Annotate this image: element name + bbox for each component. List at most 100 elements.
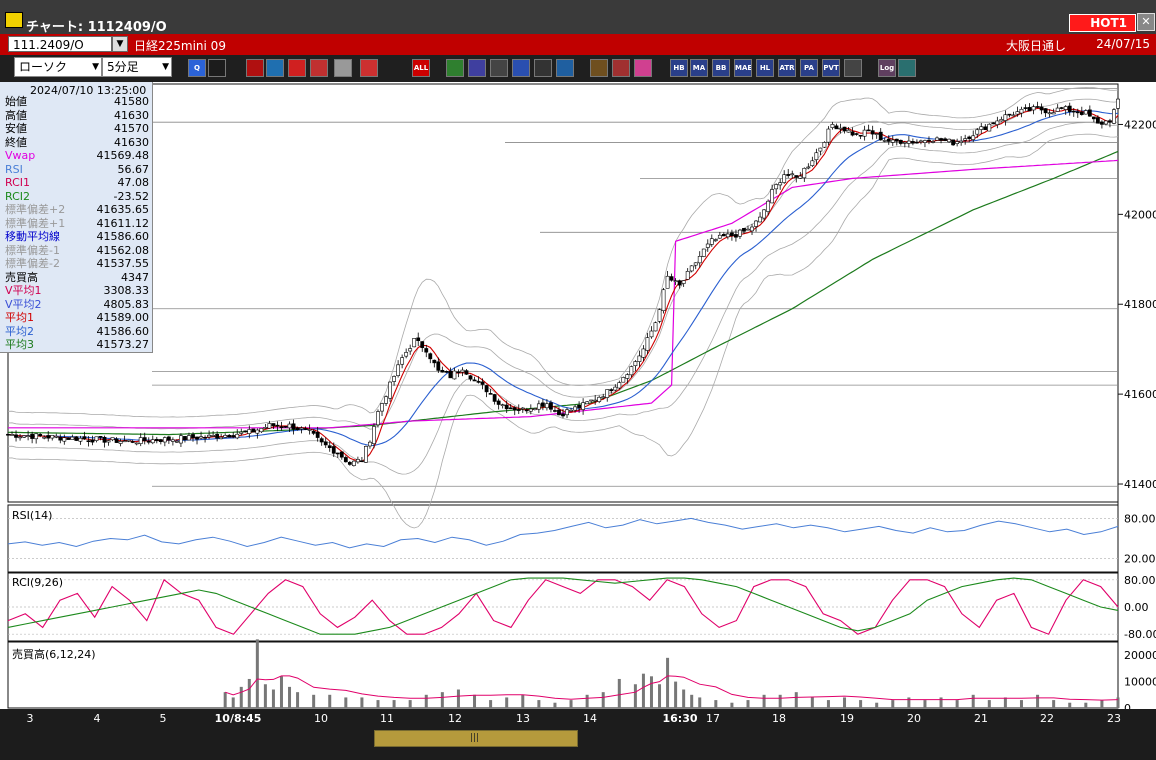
info-row-label: RCI2: [5, 189, 31, 203]
toolbar-button-5[interactable]: [288, 59, 306, 77]
candle-body: [416, 337, 421, 341]
candle-body: [609, 389, 614, 392]
candle-body: [251, 428, 256, 433]
toolbar-button-10[interactable]: [446, 59, 464, 77]
candle-body: [641, 348, 646, 358]
candle-body: [854, 133, 859, 135]
volume-bar: [1003, 697, 1007, 708]
candle-body: [766, 200, 771, 212]
candle-body: [681, 280, 686, 284]
time-scrollbar[interactable]: [0, 728, 1156, 760]
info-row-label: 標準偏差+2: [5, 203, 66, 216]
info-row-label: 標準偏差-1: [5, 243, 60, 257]
candle-body: [42, 436, 47, 439]
volume-bar: [440, 692, 444, 708]
candle-body: [677, 280, 682, 286]
toolbar-button-28[interactable]: Log: [878, 59, 896, 77]
candle-body: [999, 119, 1004, 122]
time-axis-label: 20: [907, 712, 921, 725]
candle-body: [420, 341, 425, 348]
toolbar-button-26[interactable]: PVT: [822, 59, 840, 77]
candle-body: [738, 229, 742, 237]
price-tick-label: 42000: [1124, 208, 1156, 221]
rci-panel-label: RCI(9,26): [12, 576, 64, 589]
toolbar-button-1[interactable]: Q: [188, 59, 206, 77]
toolbar-button-17[interactable]: [612, 59, 630, 77]
toolbar-button-21[interactable]: BB: [712, 59, 730, 77]
grip-icon[interactable]: |||: [470, 733, 480, 743]
toolbar-button-29[interactable]: [898, 59, 916, 77]
toolbar-button-25[interactable]: PA RA: [800, 59, 818, 77]
candle-body: [372, 426, 376, 444]
price-tick-label: 42200: [1124, 118, 1156, 131]
toolbar-button-3[interactable]: [246, 59, 264, 77]
info-row-value: 4347: [121, 270, 149, 284]
candle-body: [512, 407, 517, 411]
candle-body: [689, 265, 694, 272]
hot-button[interactable]: HOT1: [1069, 14, 1136, 32]
candle-body: [130, 441, 135, 443]
candle-body: [782, 174, 787, 183]
candle-body: [215, 434, 220, 439]
chevron-down-icon[interactable]: ▼: [112, 36, 128, 52]
candle-body: [565, 409, 569, 416]
candle-body: [786, 174, 791, 176]
info-row-value: 41570: [114, 122, 149, 135]
toolbar-button-22[interactable]: MAE: [734, 59, 752, 77]
candle-body: [770, 189, 775, 204]
close-icon[interactable]: ✕: [1137, 13, 1155, 31]
rsi-line: [7, 517, 1119, 549]
toolbar-button-27[interactable]: [844, 59, 862, 77]
scrollbar-thumb[interactable]: [374, 730, 578, 747]
chart-type-select[interactable]: ローソク ▼: [14, 57, 102, 77]
volume-bar: [1084, 702, 1088, 708]
toolbar-button-11[interactable]: [468, 59, 486, 77]
toolbar-button-14[interactable]: [534, 59, 552, 77]
info-row: 平均3 41573.27: [5, 338, 149, 352]
volume-bar: [288, 686, 292, 708]
toolbar-button-24[interactable]: ATR: [778, 59, 796, 77]
toolbar-button-20[interactable]: MA: [690, 59, 708, 77]
chart-area[interactable]: 42200 42000 41800 41600 41400 80.00 20.00 80.00…: [0, 82, 1156, 728]
candle-body: [585, 401, 590, 405]
toolbar-button-6[interactable]: [310, 59, 328, 77]
toolbar-button-19[interactable]: HB: [670, 59, 688, 77]
candle-body: [14, 434, 18, 438]
info-row-value: 41611.12: [96, 216, 150, 230]
candle-body: [951, 139, 956, 146]
toolbar-button-23[interactable]: HL: [756, 59, 774, 77]
candle-body: [923, 140, 927, 143]
toolbar-button-15[interactable]: [556, 59, 574, 77]
candle-body: [754, 220, 758, 227]
candle-body: [388, 381, 392, 399]
candle-body: [625, 374, 630, 379]
candle-body: [187, 435, 191, 441]
toolbar-button-8[interactable]: [360, 59, 378, 77]
candle-body: [802, 167, 807, 179]
time-axis-label: 16:30: [662, 712, 697, 725]
toolbar-button-4[interactable]: [266, 59, 284, 77]
toolbar-button-7[interactable]: [334, 59, 352, 77]
toolbar-button-12[interactable]: [490, 59, 508, 77]
volume-bar: [658, 684, 662, 708]
volume-bar: [231, 697, 235, 708]
info-row-label: 始値: [5, 95, 27, 108]
candle-body: [339, 451, 344, 458]
toolbar-button-16[interactable]: [590, 59, 608, 77]
interval-select[interactable]: 5分足 ▼: [102, 57, 172, 77]
symbol-code-input[interactable]: 111.2409/O: [8, 36, 112, 52]
candle-body: [283, 426, 288, 428]
volume-bar: [392, 700, 396, 708]
candle-body: [1100, 121, 1104, 125]
candle-body: [910, 141, 915, 144]
info-row-label: RCI1: [5, 176, 31, 189]
candle-body: [633, 361, 638, 367]
volume-bar: [223, 692, 227, 708]
candle-body: [315, 431, 320, 438]
toolbar-button-13[interactable]: [512, 59, 530, 77]
toolbar-button-9[interactable]: ALL: [412, 59, 430, 77]
toolbar-button-18[interactable]: [634, 59, 652, 77]
candle-body: [532, 408, 537, 411]
candle-body: [223, 435, 228, 438]
toolbar-button-2[interactable]: [208, 59, 226, 77]
